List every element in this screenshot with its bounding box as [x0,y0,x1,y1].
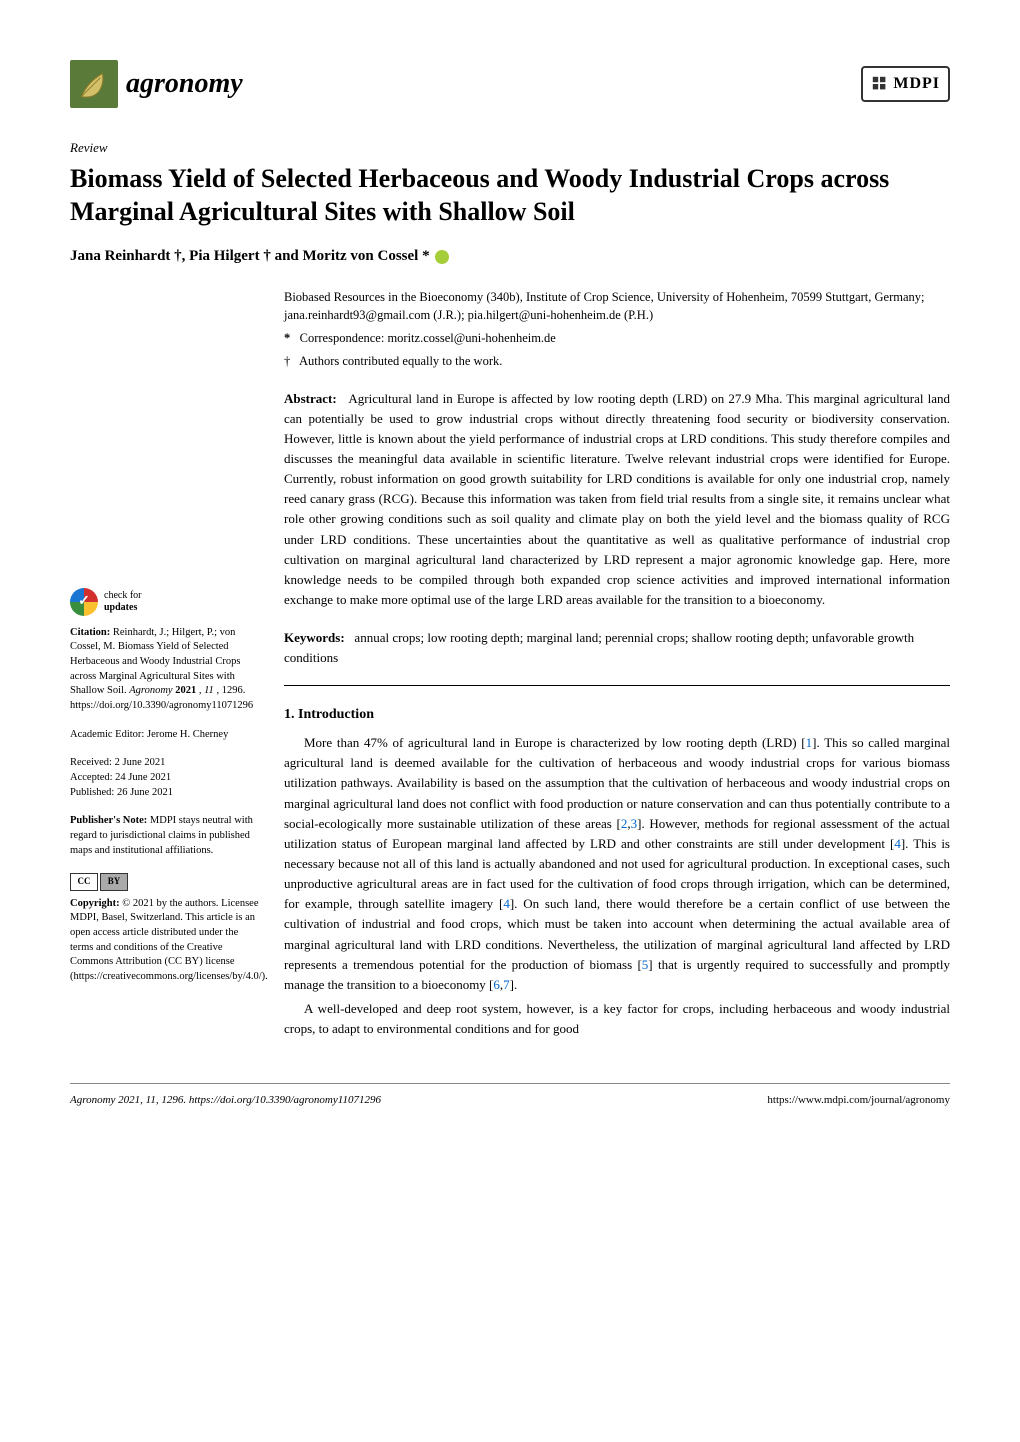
sidebar-spacer [70,288,260,588]
corr-label: * [284,331,290,345]
check-updates-badge[interactable]: check for updates [70,588,260,616]
published-date: Published: 26 June 2021 [70,786,260,801]
correspondence: * Correspondence: moritz.cossel@uni-hohe… [284,329,950,348]
publisher-logo: MDPI [861,66,950,102]
orcid-icon[interactable] [435,250,449,264]
journal-logo: agronomy [70,60,243,108]
p1-g: ]. [510,977,518,992]
two-column-layout: check for updates Citation: Reinhardt, J… [70,288,950,1044]
divider [284,685,950,686]
keywords-block: Keywords: annual crops; low rooting dept… [284,628,950,667]
citation-year: 2021 [175,685,196,696]
page-container: agronomy MDPI Review Biomass Yield of Se… [0,0,1020,1149]
editor-label: Academic Editor: [70,729,147,740]
abstract-text: Agricultural land in Europe is affected … [284,391,950,607]
copyright-text: © 2021 by the authors. Licensee MDPI, Ba… [70,898,268,982]
journal-name: agronomy [126,63,243,105]
cc-badge[interactable]: CC BY [70,873,260,891]
abstract-block: Abstract: Agricultural land in Europe is… [284,389,950,611]
mdpi-icon [871,75,889,93]
sidebar: check for updates Citation: Reinhardt, J… [70,288,260,1044]
check-updates-icon [70,588,98,616]
editor-block: Academic Editor: Jerome H. Cherney [70,728,260,743]
contrib-label: † [284,354,290,368]
citation-label: Citation: [70,627,110,638]
corr-text: Correspondence: moritz.cossel@uni-hohenh… [300,331,556,345]
citation-journal: Agronomy [129,685,172,696]
editor-name: Jerome H. Cherney [147,729,228,740]
publisher-note-block: Publisher's Note: MDPI stays neutral wit… [70,814,260,858]
accepted-date: Accepted: 24 June 2021 [70,771,260,786]
article-title: Biomass Yield of Selected Herbaceous and… [70,162,950,230]
intro-para-1: More than 47% of agricultural land in Eu… [284,733,950,995]
citation-vol: , 11 [199,685,214,696]
main-column: Biobased Resources in the Bioeconomy (34… [284,288,950,1044]
footer-row: Agronomy 2021, 11, 1296. https://doi.org… [70,1083,950,1109]
affiliation: Biobased Resources in the Bioeconomy (34… [284,288,950,326]
updates-label: updates [104,602,141,614]
copyright-label: Copyright: [70,898,120,909]
footer-left: Agronomy 2021, 11, 1296. https://doi.org… [70,1092,381,1109]
keywords-text: annual crops; low rooting depth; margina… [284,630,914,665]
authors-line: Jana Reinhardt †, Pia Hilgert † and Mori… [70,245,950,268]
journal-icon [70,60,118,108]
leaf-icon [73,63,115,105]
check-label: check for [104,590,141,602]
authors-text: Jana Reinhardt †, Pia Hilgert † and Mori… [70,248,430,264]
footer-right[interactable]: https://www.mdpi.com/journal/agronomy [767,1092,950,1109]
article-type: Review [70,138,950,158]
abstract-label: Abstract: [284,391,337,406]
contrib-text: Authors contributed equally to the work. [299,354,502,368]
pubnote-label: Publisher's Note: [70,815,147,826]
keywords-label: Keywords: [284,630,345,645]
received-date: Received: 2 June 2021 [70,756,260,771]
section-1-heading: 1. Introduction [284,704,950,725]
intro-para-2: A well-developed and deep root system, h… [284,999,950,1039]
cc-icon-cc: CC [70,873,98,891]
license-block: CC BY Copyright: © 2021 by the authors. … [70,873,260,985]
p1-a: More than 47% of agricultural land in Eu… [304,735,806,750]
header-row: agronomy MDPI [70,60,950,108]
cc-icon-by: BY [100,873,128,891]
dates-block: Received: 2 June 2021 Accepted: 24 June … [70,756,260,800]
citation-block: Citation: Reinhardt, J.; Hilgert, P.; vo… [70,626,260,714]
contribution-note: † Authors contributed equally to the wor… [284,352,950,371]
ref-2[interactable]: 2 [621,816,628,831]
publisher-name: MDPI [893,72,940,96]
check-updates-text: check for updates [104,590,141,614]
ref-6[interactable]: 6 [493,977,500,992]
